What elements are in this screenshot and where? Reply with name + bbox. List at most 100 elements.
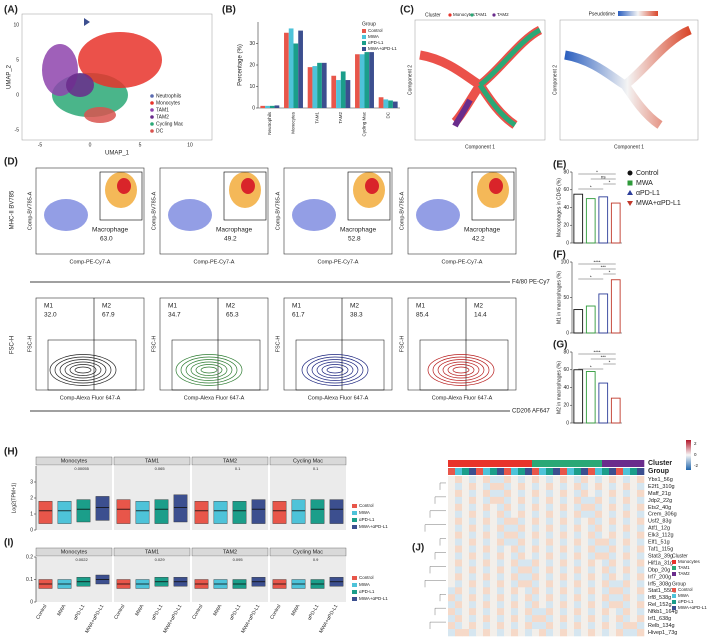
legend-marker	[627, 190, 633, 195]
decoration	[504, 594, 512, 602]
decoration	[609, 496, 617, 505]
p-value: 0.0022	[75, 557, 88, 562]
decoration	[483, 615, 491, 623]
decoration	[497, 573, 505, 581]
decoration	[574, 524, 582, 532]
decoration	[623, 594, 631, 602]
decoration	[560, 594, 568, 602]
decoration	[616, 601, 624, 609]
legend-label: MWA	[359, 582, 370, 587]
decoration	[574, 615, 582, 623]
decoration	[686, 440, 691, 470]
decoration	[539, 489, 547, 498]
decoration	[567, 573, 575, 581]
decoration	[483, 559, 491, 567]
decoration	[546, 622, 554, 630]
decoration	[448, 538, 456, 546]
axis-title: UMAP_2	[7, 64, 13, 89]
decoration	[560, 573, 568, 581]
x-tick-label: MWA	[212, 603, 224, 617]
decoration	[616, 587, 624, 595]
decoration	[455, 460, 463, 467]
decoration	[462, 482, 470, 491]
decoration	[525, 468, 533, 475]
decoration	[180, 356, 238, 384]
decoration	[306, 356, 364, 384]
decoration	[539, 629, 547, 637]
axis-title: M2 in macrophages (%)	[556, 361, 562, 414]
decoration	[574, 573, 582, 581]
decoration	[553, 552, 561, 560]
gene-label: Crem_306g	[648, 512, 677, 518]
bar	[598, 196, 609, 244]
decoration	[581, 531, 589, 539]
decoration	[439, 482, 446, 490]
legend-marker	[352, 504, 357, 508]
decoration	[462, 476, 470, 484]
legend-label: TAM1	[156, 107, 169, 113]
decoration	[283, 167, 393, 255]
y-tick-label: 30	[249, 41, 255, 47]
decoration	[525, 460, 533, 467]
gene-label: Usf2_83g	[648, 519, 672, 525]
decoration	[616, 489, 624, 498]
gate-label: M1	[416, 303, 425, 310]
legend-marker	[150, 115, 154, 119]
decoration	[462, 559, 470, 567]
decoration	[462, 524, 470, 532]
decoration	[616, 622, 624, 630]
decoration	[595, 608, 603, 616]
decoration	[497, 629, 505, 637]
gate-label: M1	[44, 303, 53, 310]
decoration	[581, 629, 589, 637]
decoration	[448, 552, 456, 560]
decoration	[574, 622, 582, 630]
decoration	[623, 629, 631, 637]
decoration	[539, 510, 547, 519]
decoration	[462, 566, 470, 574]
decoration	[483, 531, 491, 539]
decoration	[504, 538, 512, 546]
decoration	[159, 167, 269, 255]
decoration	[200, 366, 218, 374]
axis-title: Comp-PE-Cy7-A	[318, 259, 359, 265]
decoration	[630, 559, 638, 567]
decoration	[560, 517, 568, 525]
legend-marker	[150, 94, 154, 98]
decoration	[518, 629, 526, 637]
decoration	[581, 594, 589, 602]
decoration	[99, 171, 143, 221]
decoration	[623, 615, 631, 623]
decoration	[602, 601, 610, 609]
decoration	[546, 587, 554, 595]
decoration	[525, 496, 533, 505]
axis-title: MHC-II BV785	[10, 190, 16, 229]
decoration	[574, 531, 582, 539]
y-tick-label: 1	[30, 511, 33, 517]
gate-label: Macrophage	[216, 227, 253, 234]
decoration	[602, 608, 610, 616]
decoration	[511, 559, 519, 567]
decoration	[539, 538, 547, 546]
decoration	[553, 476, 561, 484]
decoration	[490, 531, 498, 539]
decoration	[175, 354, 243, 386]
gene-label: Taf1_115g	[648, 546, 673, 552]
legend-label: MWA	[359, 510, 370, 515]
decoration	[511, 580, 519, 588]
decoration	[511, 594, 519, 602]
gate-label: M1	[292, 303, 301, 310]
decoration	[539, 476, 547, 484]
decoration	[518, 594, 526, 602]
decoration	[602, 587, 610, 595]
decoration	[539, 545, 547, 553]
decoration	[469, 587, 477, 595]
decoration	[518, 517, 526, 525]
decoration	[525, 615, 533, 623]
decoration	[223, 171, 267, 221]
legend-marker	[627, 170, 633, 176]
decoration	[637, 545, 645, 553]
decoration	[609, 559, 617, 567]
gate-label: M1	[168, 303, 177, 310]
decoration	[532, 566, 540, 574]
